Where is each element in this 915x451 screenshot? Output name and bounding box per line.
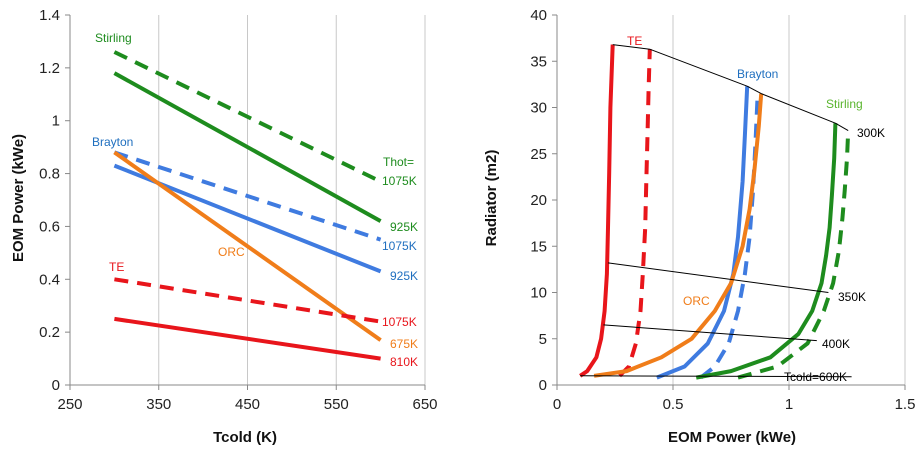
y-tick-label: 40 — [530, 7, 547, 24]
x-tick-label: 550 — [324, 396, 349, 413]
right-stirling-line — [695, 123, 838, 380]
left-label-brayton-925k: 925K — [390, 269, 418, 283]
x-tick-label: 650 — [412, 396, 437, 413]
x-tick-label: 250 — [57, 396, 82, 413]
right-brayton-dashed-line — [699, 93, 760, 380]
left-annotations: Stirling Brayton ORC TE Thot= 1075K 925K… — [92, 31, 418, 369]
right-chart: 0 0.5 1 1.5 0 5 10 15 20 25 30 35 40 EOM Power (kWe)… — [483, 7, 915, 446]
left-label-te: TE — [109, 260, 124, 274]
right-annotations: TE Brayton Stirling ORC 300K 350K 400K T… — [627, 34, 885, 384]
right-label-tcold-600k: Tcold=600K — [784, 370, 847, 384]
y-tick-label: 0 — [539, 377, 547, 394]
y-tick-label: 0.2 — [39, 324, 60, 341]
right-400k-line — [603, 324, 817, 342]
right-ticks: 0 0.5 1 1.5 0 5 10 15 20 25 30 35 40 — [530, 7, 915, 413]
right-y-axis-title: Radiator (m2) — [483, 150, 500, 247]
right-te-dashed-line — [618, 49, 652, 378]
right-label-400k: 400K — [822, 337, 850, 351]
right-label-350k: 350K — [838, 290, 866, 304]
x-tick-label: 0.5 — [663, 396, 684, 413]
y-tick-label: 10 — [530, 285, 547, 302]
x-tick-label: 1 — [785, 396, 793, 413]
left-brayton-dashed-line — [113, 150, 382, 242]
y-tick-label: 35 — [530, 53, 547, 70]
x-tick-label: 350 — [146, 396, 171, 413]
y-tick-label: 15 — [530, 238, 547, 255]
left-label-stirling-925k: 925K — [390, 220, 418, 234]
right-grid — [672, 15, 906, 385]
y-tick-label: 1.2 — [39, 60, 60, 77]
left-ticks: 250 350 450 550 650 0 0.2 0.4 0.6 0.8 1 1.2 1.4 — [39, 7, 437, 413]
y-tick-label: 1.4 — [39, 7, 60, 24]
right-label-stirling: Stirling — [826, 97, 863, 111]
right-label-300k: 300K — [857, 126, 885, 140]
left-label-orc-675k: 675K — [390, 337, 418, 351]
left-label-te-810k: 810K — [390, 355, 418, 369]
y-tick-label: 1 — [52, 113, 60, 130]
right-orc-line — [593, 93, 764, 378]
left-orc-line — [113, 150, 382, 342]
x-tick-label: 450 — [235, 396, 260, 413]
y-tick-label: 30 — [530, 100, 547, 117]
y-tick-label: 0 — [52, 377, 60, 394]
left-series — [113, 50, 382, 361]
left-label-brayton-1075k: 1075K — [382, 239, 417, 253]
left-chart: 250 350 450 550 650 0 0.2 0.4 0.6 0.8 1 1.2 1.4 Tcol… — [10, 7, 438, 446]
y-tick-label: 20 — [530, 192, 547, 209]
left-stirling-line — [113, 71, 382, 223]
left-label-stirling: Stirling — [95, 31, 132, 45]
right-te-line — [579, 44, 615, 378]
left-stirling-dashed-line — [113, 50, 382, 184]
left-x-axis-title: Tcold (K) — [213, 429, 277, 446]
left-label-brayton: Brayton — [92, 135, 133, 149]
left-label-stirling-1075k: 1075K — [382, 174, 417, 188]
y-tick-label: 5 — [539, 331, 547, 348]
right-x-axis-title: EOM Power (kWe) — [668, 429, 796, 446]
right-stirling-dashed-line — [737, 130, 851, 380]
right-brayton-line — [656, 86, 750, 380]
y-tick-label: 0.8 — [39, 166, 60, 183]
y-tick-label: 0.6 — [39, 218, 60, 235]
right-series — [579, 44, 852, 380]
left-te-line — [114, 316, 381, 361]
left-label-orc: ORC — [218, 245, 245, 259]
right-300k-line — [612, 44, 849, 132]
x-tick-label: 0 — [553, 396, 561, 413]
left-grid — [158, 15, 426, 385]
left-label-thot: Thot= — [383, 155, 414, 169]
right-label-brayton: Brayton — [737, 67, 778, 81]
right-350k-line — [607, 262, 829, 293]
right-label-orc: ORC — [683, 294, 710, 308]
right-tcold-600k-line — [580, 375, 852, 378]
left-y-axis-title: EOM Power (kWe) — [10, 134, 27, 262]
x-tick-label: 1.5 — [895, 396, 915, 413]
left-label-te-1075k: 1075K — [382, 315, 417, 329]
y-tick-label: 0.4 — [39, 271, 60, 288]
y-tick-label: 25 — [530, 146, 547, 163]
right-label-te: TE — [627, 34, 642, 48]
